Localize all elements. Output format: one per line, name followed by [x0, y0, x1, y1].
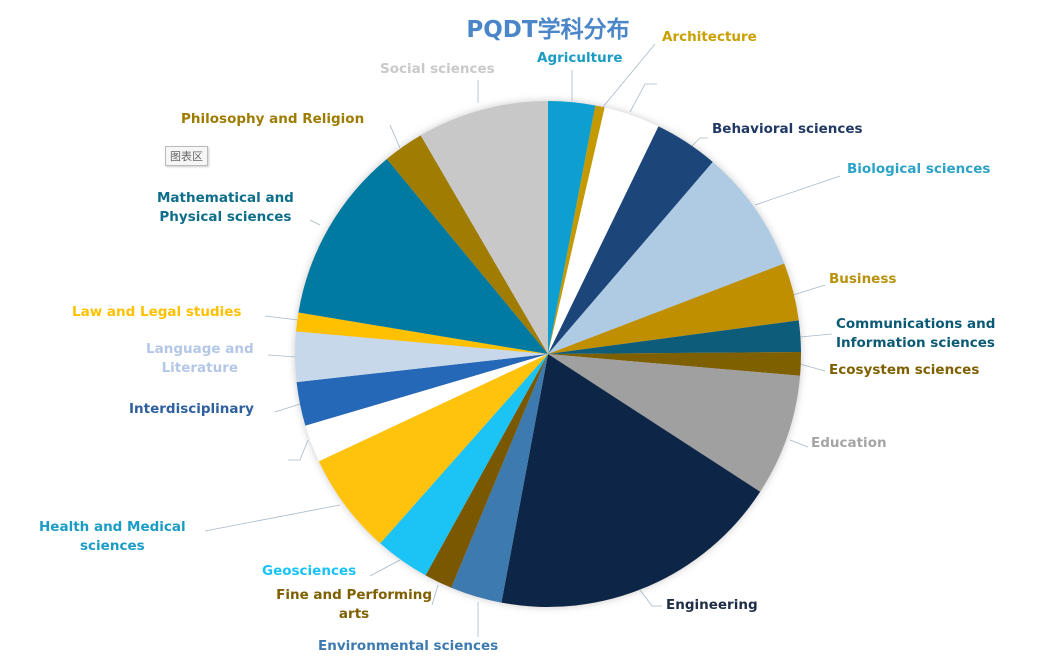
- pie-slice-communications-and-information-sciences[interactable]: [548, 320, 801, 354]
- data-label-mathematical-and-physical-sciences: Mathematical and Physical sciences: [157, 190, 294, 225]
- leader-line: [309, 219, 321, 226]
- leader-line: [799, 333, 833, 338]
- data-label-environmental-sciences: Environmental sciences: [318, 638, 499, 654]
- chart-area-tooltip: 图表区: [165, 146, 208, 166]
- data-label-health-and-medical-sciences: Health and Medical sciences: [39, 519, 186, 554]
- chart-title: PQDT学科分布: [466, 17, 630, 43]
- pie-slice-behavioral-sciences[interactable]: [548, 126, 713, 354]
- leader-line: [602, 43, 656, 108]
- data-label-education: Education: [811, 435, 887, 451]
- leader-line: [629, 83, 657, 113]
- data-label-behavioral-sciences: Behavioral sciences: [712, 121, 863, 137]
- pie-slice-unlabeled-14[interactable]: [305, 354, 548, 462]
- leader-line: [204, 504, 341, 532]
- pie-slice-fine-and-performing-arts[interactable]: [425, 354, 548, 588]
- leader-line: [799, 363, 826, 372]
- pie-slice-agriculture[interactable]: [548, 101, 596, 354]
- pie-slice-language-and-literature[interactable]: [295, 331, 548, 383]
- pie-slice-ecosystem-sciences[interactable]: [548, 352, 801, 376]
- pie-slice-law-and-legal-studies[interactable]: [296, 312, 548, 354]
- leader-line: [267, 354, 298, 358]
- data-label-communications-and-information-sciences: Communications and Information sciences: [836, 316, 996, 351]
- leader-line: [689, 137, 708, 149]
- leader-line: [431, 584, 439, 606]
- leader-line: [288, 439, 309, 461]
- leader-line: [789, 439, 809, 448]
- data-label-fine-and-performing-arts: Fine and Performing arts: [276, 587, 432, 622]
- pie-slice-biological-sciences[interactable]: [548, 162, 785, 354]
- pie-slice-mathematical-and-physical-sciences[interactable]: [298, 158, 548, 354]
- leader-line: [264, 315, 299, 321]
- data-label-social-sciences: Social sciences: [380, 61, 495, 77]
- pie-slice-social-sciences[interactable]: [420, 101, 548, 354]
- leader-line: [369, 559, 401, 577]
- leader-line: [274, 403, 301, 413]
- data-label-architecture: Architecture: [662, 29, 757, 45]
- pie-slice-architecture[interactable]: [548, 105, 605, 354]
- pie-slice-geosciences[interactable]: [380, 354, 548, 576]
- data-label-biological-sciences: Biological sciences: [847, 161, 991, 177]
- pie-slice-interdisciplinary[interactable]: [296, 354, 548, 426]
- pie-slice-health-and-medical-sciences[interactable]: [318, 354, 548, 544]
- leader-line: [389, 124, 401, 149]
- pie-slice-philosophy-and-religion[interactable]: [386, 135, 548, 354]
- pie-slice-education[interactable]: [548, 354, 801, 492]
- pie-slice-business[interactable]: [548, 263, 799, 354]
- data-label-business: Business: [829, 271, 897, 287]
- leader-line: [754, 175, 841, 206]
- data-label-geosciences: Geosciences: [262, 563, 357, 579]
- data-label-philosophy-and-religion: Philosophy and Religion: [181, 111, 365, 127]
- leader-line: [789, 284, 826, 297]
- pie-slice-unlabeled-2[interactable]: [548, 107, 659, 354]
- data-label-language-and-literature: Language and Literature: [146, 341, 254, 376]
- data-label-law-and-legal-studies: Law and Legal studies: [72, 304, 242, 320]
- data-label-interdisciplinary: Interdisciplinary: [129, 401, 254, 417]
- data-label-agriculture: Agriculture: [537, 50, 623, 66]
- data-label-engineering: Engineering: [666, 597, 758, 613]
- data-label-ecosystem-sciences: Ecosystem sciences: [829, 362, 980, 378]
- pie-slice-engineering[interactable]: [501, 354, 761, 607]
- leader-line: [639, 589, 662, 607]
- pie-slice-environmental-sciences[interactable]: [451, 354, 548, 603]
